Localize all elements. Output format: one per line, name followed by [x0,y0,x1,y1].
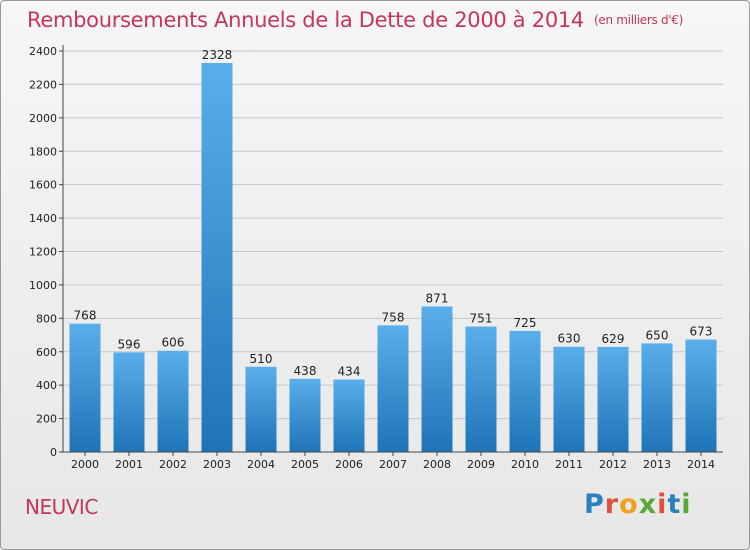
logo-letter: i [657,489,668,520]
x-tick-label: 2011 [555,458,583,471]
logo-letter: x [638,489,658,520]
bar [289,378,321,452]
y-tick-label: 1400 [29,212,57,225]
logo-letter: P [584,489,605,520]
y-tick-label: 800 [36,312,57,325]
data-label: 2328 [202,48,233,62]
x-tick-label: 2002 [159,458,187,471]
bar [641,343,673,452]
data-label: 629 [602,332,625,346]
data-label: 510 [250,352,273,366]
data-label: 758 [382,310,405,324]
y-tick-label: 1000 [29,279,57,292]
bar [245,366,277,452]
x-tick-label: 2014 [687,458,715,471]
bar [377,325,409,452]
logo-letter: o [619,489,639,520]
data-label: 606 [162,336,185,350]
x-tick-label: 2005 [291,458,319,471]
data-label: 768 [74,309,97,323]
bar [685,339,717,452]
data-label: 438 [294,364,317,378]
x-tick-label: 2004 [247,458,275,471]
bar [421,306,453,452]
x-tick-label: 2006 [335,458,363,471]
bar [509,330,541,452]
data-label: 596 [118,337,141,351]
y-tick-label: 1800 [29,145,57,158]
y-tick-label: 2400 [29,45,57,58]
proxiti-logo[interactable]: Proxiti [584,489,692,520]
town-name: NEUVIC [25,495,98,519]
chart-subtitle: (en milliers d'€) [594,13,684,27]
data-label: 871 [426,291,449,305]
data-label: 673 [690,325,713,339]
y-tick-label: 600 [36,346,57,359]
y-tick-label: 1600 [29,179,57,192]
x-tick-label: 2001 [115,458,143,471]
y-tick-label: 0 [50,446,57,459]
data-label: 751 [470,312,493,326]
title-text: Remboursements Annuels de la Dette de 20… [27,8,584,32]
x-tick-label: 2008 [423,458,451,471]
bar [113,352,145,452]
bar [597,346,629,452]
x-tick-label: 2010 [511,458,539,471]
logo-letter: i [681,489,692,520]
data-label: 725 [514,316,537,330]
x-tick-label: 2009 [467,458,495,471]
y-tick-label: 2000 [29,112,57,125]
bar [465,326,497,452]
x-tick-label: 2013 [643,458,671,471]
y-tick-label: 1200 [29,246,57,259]
x-tick-label: 2007 [379,458,407,471]
x-tick-label: 2000 [71,458,99,471]
bar [333,379,365,452]
bar [69,323,101,452]
bar [157,350,189,452]
chart-title: Remboursements Annuels de la Dette de 20… [27,8,683,32]
x-tick-label: 2003 [203,458,231,471]
y-tick-label: 200 [36,413,57,426]
bar [201,63,233,452]
data-label: 434 [338,364,361,378]
bar [553,346,585,452]
logo-letter: r [604,489,620,520]
data-label: 630 [558,332,581,346]
logo-letter: t [667,489,682,520]
y-tick-label: 400 [36,379,57,392]
x-tick-label: 2012 [599,458,627,471]
y-tick-label: 2200 [29,78,57,91]
data-label: 650 [646,328,669,342]
